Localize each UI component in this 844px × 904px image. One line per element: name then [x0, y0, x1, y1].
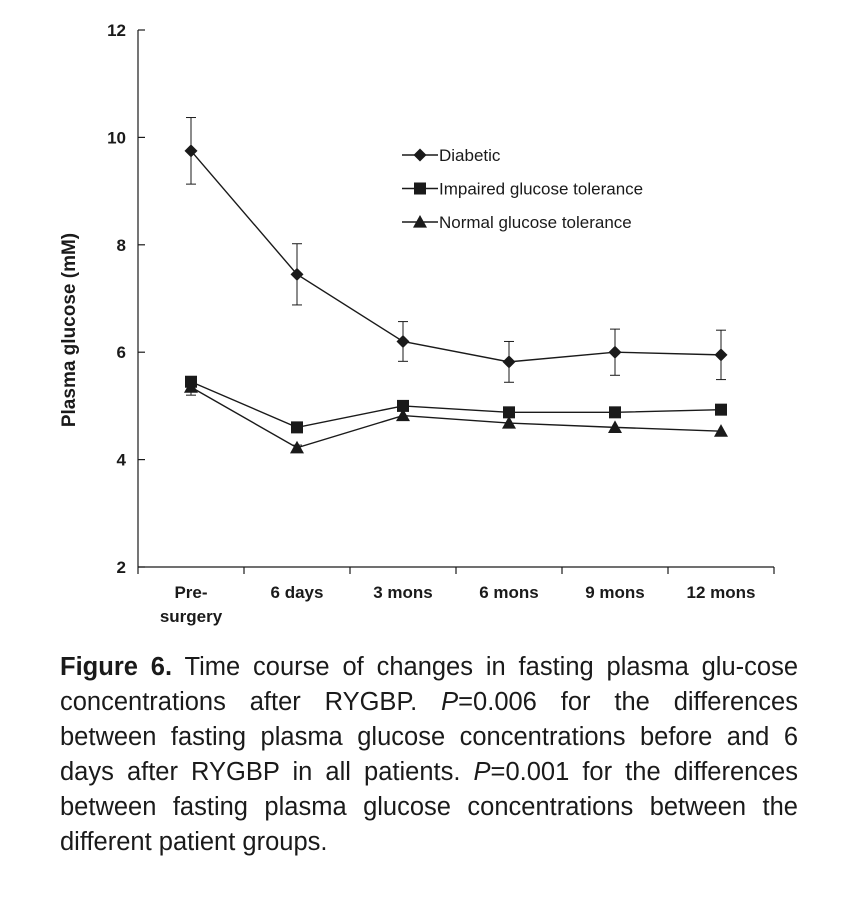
legend-label: Impaired glucose tolerance — [439, 180, 643, 199]
x-tick-label-line: 6 days — [271, 583, 324, 602]
x-tick-label-line: 9 mons — [585, 583, 645, 602]
x-tick-label: 9 mons — [585, 583, 645, 602]
caption-label: Figure 6. — [60, 653, 173, 681]
legend-item: Normal glucose tolerance — [402, 213, 632, 232]
y-tick-label: 12 — [107, 21, 126, 40]
x-tick-label: 3 mons — [373, 583, 433, 602]
caption-p-2: P — [473, 758, 491, 786]
series-line — [190, 381, 722, 429]
x-ticks: Pre-surgery 6 days 3 mons 6 mons 9 mons 12 mo… — [137, 567, 775, 626]
x-tick-label: 6 days — [271, 583, 324, 602]
x-tick-label-line: surgery — [160, 607, 223, 626]
x-tick-label: 6 mons — [479, 583, 539, 602]
legend-label: Diabetic — [439, 146, 501, 165]
data-point — [502, 416, 516, 429]
data-point — [608, 420, 622, 433]
series-line — [190, 386, 722, 449]
x-tick-label: Pre-surgery — [160, 583, 223, 626]
y-tick-label: 10 — [107, 128, 126, 147]
caption-text-3: =0.001 for the differences between fasti… — [60, 758, 798, 856]
x-tick-label-line: 12 mons — [687, 583, 756, 602]
caption-text-2: =0.006 for the differences between fasti… — [60, 688, 798, 786]
series-line — [190, 150, 722, 363]
data-point — [396, 408, 410, 422]
data-point — [503, 406, 515, 419]
data-point — [397, 399, 409, 412]
data-point — [184, 380, 198, 393]
series-layer — [184, 117, 728, 454]
y-tick-label: 4 — [117, 451, 127, 470]
legend-marker — [413, 215, 427, 228]
chart: 2 4 6 8 10 12 Pre-surgery 6 days 3 mons 6 mons 9 … — [59, 21, 775, 626]
figure-caption: Figure 6. Time course of changes in fast… — [60, 650, 798, 860]
series-diamond — [184, 117, 728, 383]
x-tick-label-line: 3 mons — [373, 583, 433, 602]
series-square — [185, 375, 727, 434]
data-point — [184, 144, 198, 158]
legend-marker — [414, 182, 426, 195]
data-point — [291, 421, 303, 434]
x-tick-label-line: 6 mons — [479, 583, 539, 602]
data-point — [608, 345, 622, 359]
data-point — [290, 440, 304, 454]
y-tick-label: 8 — [117, 236, 126, 255]
y-axis-title: Plasma glucose (mM) — [59, 233, 80, 427]
x-tick-label: 12 mons — [687, 583, 756, 602]
data-point — [715, 403, 727, 416]
data-point — [396, 334, 410, 348]
series-triangle — [184, 378, 728, 454]
y-tick-label: 6 — [117, 343, 126, 362]
data-point — [290, 267, 304, 281]
x-tick-label-line: Pre- — [174, 583, 207, 602]
data-point — [502, 355, 516, 369]
caption-text-1: Time course of changes in fasting plasma… — [60, 653, 798, 716]
legend-item: Diabetic — [402, 146, 501, 165]
y-tick-label: 2 — [117, 558, 126, 577]
legend: Diabetic Impaired glucose tolerance Normal… — [402, 146, 643, 232]
caption-p-1: P — [441, 688, 459, 716]
data-point — [609, 406, 621, 419]
legend-label: Normal glucose tolerance — [439, 213, 632, 232]
legend-item: Impaired glucose tolerance — [402, 180, 643, 199]
y-ticks: 2 4 6 8 10 12 — [107, 21, 145, 577]
legend-marker — [413, 148, 427, 162]
data-point — [714, 348, 728, 362]
data-point — [714, 424, 728, 437]
